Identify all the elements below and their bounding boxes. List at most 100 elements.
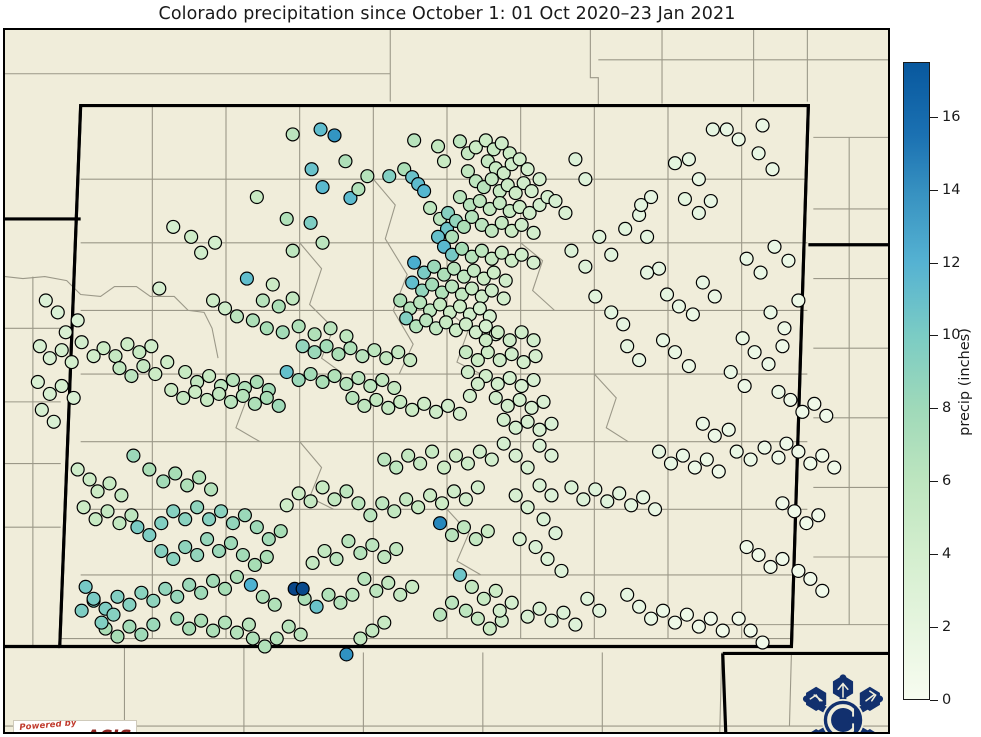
station-point	[86, 349, 101, 364]
station-point	[456, 219, 471, 234]
station-point	[285, 291, 300, 306]
station-point	[110, 629, 125, 644]
station-point	[524, 400, 539, 415]
station-point	[305, 555, 320, 571]
station-point	[170, 589, 185, 604]
station-point	[486, 265, 501, 280]
station-point	[468, 140, 483, 155]
station-point	[154, 516, 169, 531]
station-point	[417, 184, 432, 199]
station-point	[514, 247, 529, 262]
station-point	[122, 597, 137, 612]
station-point	[285, 127, 300, 142]
station-point	[494, 245, 509, 260]
station-point	[291, 319, 306, 334]
station-point	[321, 587, 336, 602]
colorbar: 0 2 4 6 8 10 12 14 16 precip (inches)	[903, 62, 981, 708]
station-point	[213, 504, 229, 519]
station-point	[815, 448, 830, 463]
station-point	[711, 464, 726, 479]
station-point	[620, 339, 635, 354]
station-point	[247, 557, 262, 573]
acis-swoosh-icon	[32, 733, 124, 734]
station-point	[604, 305, 619, 320]
station-point	[96, 341, 111, 356]
station-point	[387, 380, 402, 396]
station-point	[389, 460, 404, 475]
station-point	[225, 516, 241, 531]
station-point	[462, 388, 477, 403]
station-point	[367, 343, 382, 358]
station-point	[640, 229, 655, 244]
station-point	[377, 452, 392, 467]
station-point	[112, 516, 127, 531]
station-point	[492, 353, 507, 368]
station-point	[345, 390, 360, 405]
station-point	[424, 444, 440, 459]
station-point	[558, 205, 573, 221]
station-point	[464, 579, 479, 594]
station-point	[470, 480, 485, 495]
station-point	[211, 386, 227, 401]
map-canvas[interactable]: Powered by ACIS Regional Climate Centers	[3, 28, 890, 734]
station-point	[528, 349, 543, 364]
station-point	[755, 118, 770, 133]
station-point	[751, 547, 766, 563]
station-point	[341, 534, 356, 549]
station-point	[176, 390, 191, 405]
station-point	[178, 364, 193, 380]
station-point	[496, 412, 511, 427]
station-point	[30, 374, 45, 390]
station-point	[339, 647, 354, 662]
station-point	[458, 492, 473, 507]
station-point	[536, 512, 551, 527]
station-point	[279, 364, 294, 380]
station-point	[42, 386, 57, 401]
station-point	[389, 541, 404, 557]
station-point	[452, 567, 468, 582]
station-point	[675, 448, 690, 463]
station-point	[142, 462, 157, 477]
station-point	[375, 496, 390, 511]
station-point	[791, 563, 806, 578]
station-point	[241, 617, 256, 632]
station-point	[470, 353, 485, 368]
colorbar-tick	[930, 262, 938, 264]
station-point	[707, 289, 722, 304]
station-point	[407, 255, 422, 270]
station-point	[494, 215, 509, 230]
station-point	[82, 472, 97, 487]
station-point	[636, 490, 651, 505]
colorbar-tick	[930, 408, 938, 410]
colorbar-tick	[930, 554, 938, 556]
station-point	[393, 293, 408, 308]
station-point	[679, 607, 694, 622]
station-point	[353, 545, 368, 561]
station-point	[413, 456, 428, 471]
station-point	[663, 456, 679, 471]
station-point	[426, 259, 442, 274]
station-point	[255, 293, 270, 308]
station-point	[391, 345, 406, 360]
station-point	[405, 402, 420, 417]
station-point	[166, 551, 181, 567]
snowflake-c-icon	[802, 674, 884, 732]
station-point	[446, 484, 462, 499]
station-point	[327, 368, 342, 384]
station-point	[640, 265, 655, 280]
colorbar-tick-label: 0	[942, 692, 952, 708]
station-point	[478, 333, 493, 348]
station-point	[757, 440, 772, 455]
station-point	[315, 235, 330, 250]
station-point	[170, 611, 185, 626]
station-point	[178, 539, 193, 555]
station-point	[468, 532, 483, 547]
station-point	[456, 520, 471, 535]
station-point	[88, 512, 103, 527]
station-point	[651, 261, 667, 276]
station-point	[448, 448, 464, 463]
station-point	[705, 122, 720, 137]
station-point	[731, 132, 746, 147]
acis-powered-by-label: Powered by	[19, 720, 77, 733]
station-point	[478, 319, 493, 334]
